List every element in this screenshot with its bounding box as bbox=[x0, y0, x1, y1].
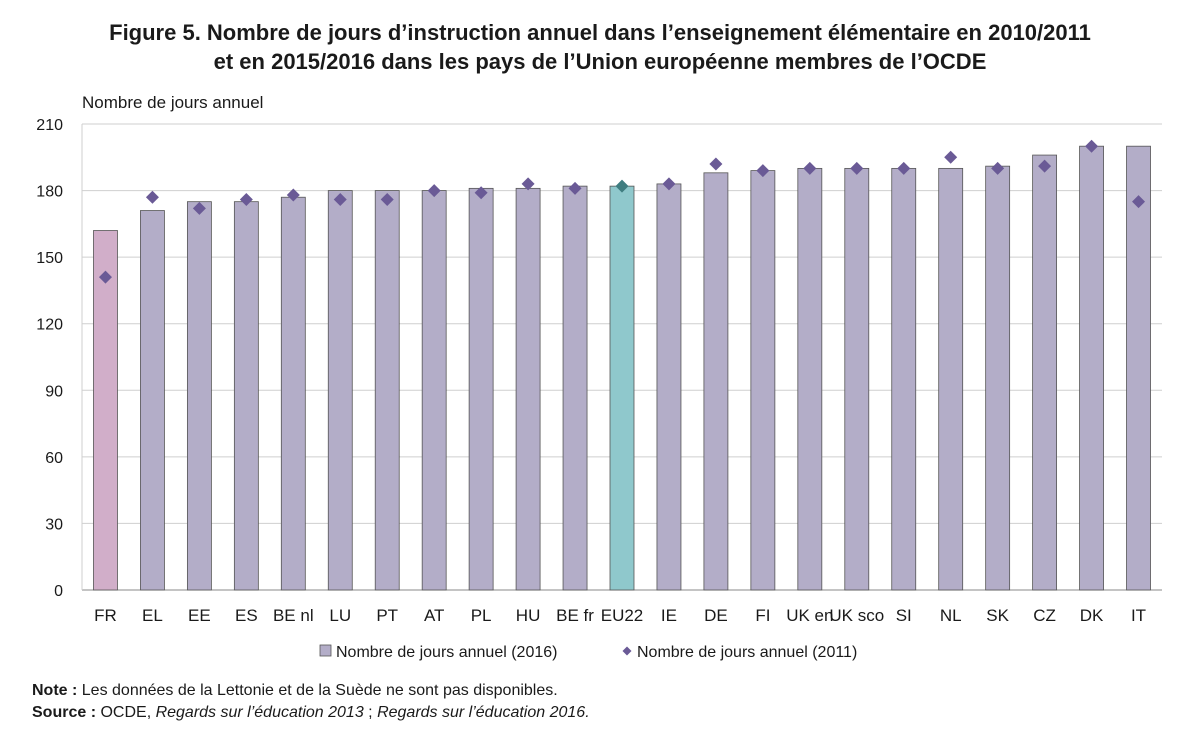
x-tick-label: IT bbox=[1131, 606, 1146, 625]
marker-point bbox=[709, 157, 723, 171]
bar bbox=[233, 201, 259, 591]
y-tick-label: 210 bbox=[36, 117, 63, 134]
bar bbox=[985, 165, 1011, 591]
marker-point bbox=[474, 186, 488, 200]
marker-point bbox=[662, 177, 676, 191]
x-tick-label: NL bbox=[940, 606, 962, 625]
x-tick-label: ES bbox=[235, 606, 258, 625]
marker-point bbox=[756, 164, 770, 178]
bar bbox=[938, 167, 964, 591]
marker-point bbox=[98, 270, 112, 284]
bar bbox=[562, 185, 588, 591]
note-text: Les données de la Lettonie et de la Suèd… bbox=[77, 682, 558, 699]
x-tick-label: EU22 bbox=[601, 606, 644, 625]
x-tick-label: CZ bbox=[1033, 606, 1056, 625]
bar bbox=[891, 167, 917, 591]
marker-point bbox=[286, 188, 300, 202]
marker-point bbox=[380, 192, 394, 206]
x-tick-label: IE bbox=[661, 606, 677, 625]
y-tick-label: 90 bbox=[45, 383, 63, 400]
x-tick-label: FR bbox=[94, 606, 117, 625]
source-text-2: ; bbox=[363, 704, 378, 721]
chart-title: Figure 5. Nombre de jours d’instruction … bbox=[0, 18, 1200, 76]
bar bbox=[186, 201, 212, 591]
marker-point bbox=[944, 150, 958, 164]
chart-title-line-1: Figure 5. Nombre de jours d’instruction … bbox=[109, 20, 1091, 45]
bar bbox=[280, 196, 306, 591]
source-label: Source : bbox=[32, 704, 97, 721]
marker-point bbox=[521, 177, 535, 191]
marker-point bbox=[333, 192, 347, 206]
marker-point bbox=[1085, 139, 1099, 153]
marker-point bbox=[897, 161, 911, 175]
y-tick-label: 180 bbox=[36, 184, 63, 201]
x-tick-label: UK en bbox=[786, 606, 833, 625]
bar bbox=[140, 210, 165, 591]
chart-footer: Note : Les données de la Lettonie et de … bbox=[32, 680, 590, 724]
marker-point bbox=[427, 184, 441, 198]
source-line: Source : OCDE, Regards sur l’éducation 2… bbox=[32, 702, 590, 724]
marker-point bbox=[615, 179, 629, 193]
chart-title-line-2: et en 2015/2016 dans les pays de l’Union… bbox=[213, 49, 987, 74]
y-axis-label: Nombre de jours annuel bbox=[82, 93, 263, 112]
x-tick-label: SI bbox=[896, 606, 912, 625]
bar bbox=[609, 185, 635, 591]
bar bbox=[93, 230, 118, 591]
legend-label-2011: Nombre de jours annuel (2011) bbox=[637, 644, 857, 661]
legend-marker-2011 bbox=[622, 646, 632, 656]
bar bbox=[703, 172, 729, 591]
y-tick-label: 0 bbox=[54, 583, 63, 600]
bar bbox=[656, 183, 682, 591]
source-italic-1: Regards sur l’éducation 2013 bbox=[155, 704, 364, 721]
x-tick-label: BE fr bbox=[556, 606, 594, 625]
x-tick-label: LU bbox=[329, 606, 351, 625]
bar bbox=[750, 170, 776, 591]
x-tick-label: HU bbox=[516, 606, 541, 625]
bar bbox=[421, 190, 447, 591]
bar bbox=[515, 187, 541, 591]
bar bbox=[1032, 154, 1058, 591]
x-tick-label: FI bbox=[755, 606, 770, 625]
bar-chart: Nombre de jours annuel 0 30 60 90 120 150 180 21… bbox=[36, 93, 1162, 661]
marker-point bbox=[850, 161, 864, 175]
source-italic-2: Regards sur l’éducation 2016. bbox=[377, 704, 590, 721]
x-tick-label: AT bbox=[424, 606, 444, 625]
marker-point bbox=[239, 192, 253, 206]
y-tick-label: 120 bbox=[36, 317, 63, 334]
marker-point bbox=[803, 161, 817, 175]
bar bbox=[844, 167, 870, 591]
marker-point bbox=[991, 161, 1005, 175]
x-tick-label: UK sco bbox=[829, 606, 884, 625]
legend-swatch-2016 bbox=[319, 644, 332, 657]
marker-point bbox=[1132, 195, 1146, 209]
bar bbox=[1126, 145, 1151, 591]
marker-point bbox=[145, 190, 159, 204]
x-tick-label: BE nl bbox=[273, 606, 314, 625]
y-tick-label: 30 bbox=[45, 516, 63, 533]
x-tick-label: EL bbox=[142, 606, 163, 625]
bar bbox=[797, 167, 823, 591]
bar bbox=[374, 190, 400, 591]
x-tick-label: EE bbox=[188, 606, 211, 625]
marker-point bbox=[1038, 159, 1052, 173]
x-tick-label: SK bbox=[986, 606, 1009, 625]
marker-point bbox=[568, 181, 582, 195]
bar bbox=[327, 190, 353, 591]
x-tick-label: DE bbox=[704, 606, 728, 625]
bar bbox=[468, 187, 494, 591]
x-tick-label: PT bbox=[376, 606, 398, 625]
bar bbox=[1079, 145, 1104, 591]
x-tick-label: DK bbox=[1080, 606, 1104, 625]
note-line: Note : Les données de la Lettonie et de … bbox=[32, 680, 590, 702]
note-label: Note : bbox=[32, 682, 78, 699]
legend-label-2016: Nombre de jours annuel (2016) bbox=[336, 644, 557, 661]
marker-point bbox=[192, 201, 206, 215]
source-text-1: OCDE, bbox=[96, 704, 156, 721]
x-tick-label: PL bbox=[471, 606, 492, 625]
y-tick-label: 60 bbox=[45, 450, 63, 467]
y-tick-label: 150 bbox=[36, 250, 63, 267]
